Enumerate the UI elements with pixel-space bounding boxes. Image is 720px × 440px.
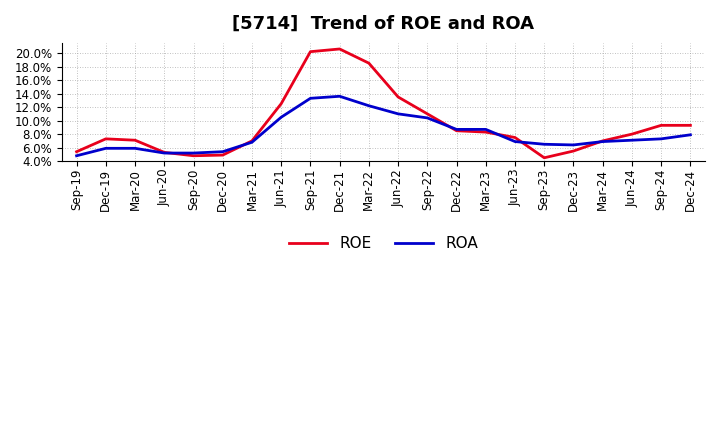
ROA [628, 138, 636, 143]
ROA [72, 153, 81, 158]
ROE [189, 153, 198, 158]
ROE [452, 128, 461, 133]
ROA [336, 94, 344, 99]
ROA [686, 132, 695, 137]
ROA [657, 136, 665, 142]
ROE [218, 152, 227, 158]
ROE [657, 123, 665, 128]
ROA [306, 95, 315, 101]
ROA [248, 139, 256, 145]
ROE [628, 132, 636, 137]
ROE [277, 101, 286, 106]
ROA [598, 139, 607, 144]
ROA [364, 103, 373, 108]
ROE [131, 138, 140, 143]
ROE [598, 138, 607, 143]
ROA [160, 150, 168, 156]
ROA [569, 142, 577, 147]
ROA [277, 114, 286, 120]
ROE [72, 149, 81, 154]
ROE [102, 136, 110, 142]
ROA [452, 127, 461, 132]
ROA [394, 111, 402, 117]
ROE [686, 123, 695, 128]
ROA [218, 149, 227, 154]
Line: ROA: ROA [76, 96, 690, 156]
ROA [482, 127, 490, 132]
ROA [131, 146, 140, 151]
ROE [336, 46, 344, 51]
ROE [160, 150, 168, 155]
Legend: ROE, ROA: ROE, ROA [283, 230, 484, 257]
ROE [306, 49, 315, 54]
ROA [423, 115, 432, 121]
ROE [248, 138, 256, 143]
ROE [540, 155, 549, 161]
ROA [102, 146, 110, 151]
ROE [510, 135, 519, 140]
ROE [364, 61, 373, 66]
ROA [540, 142, 549, 147]
Line: ROE: ROE [76, 49, 690, 158]
ROE [394, 94, 402, 99]
ROE [482, 129, 490, 135]
ROA [189, 150, 198, 156]
ROA [510, 139, 519, 144]
Title: [5714]  Trend of ROE and ROA: [5714] Trend of ROE and ROA [233, 15, 534, 33]
ROE [569, 148, 577, 154]
ROE [423, 111, 432, 117]
